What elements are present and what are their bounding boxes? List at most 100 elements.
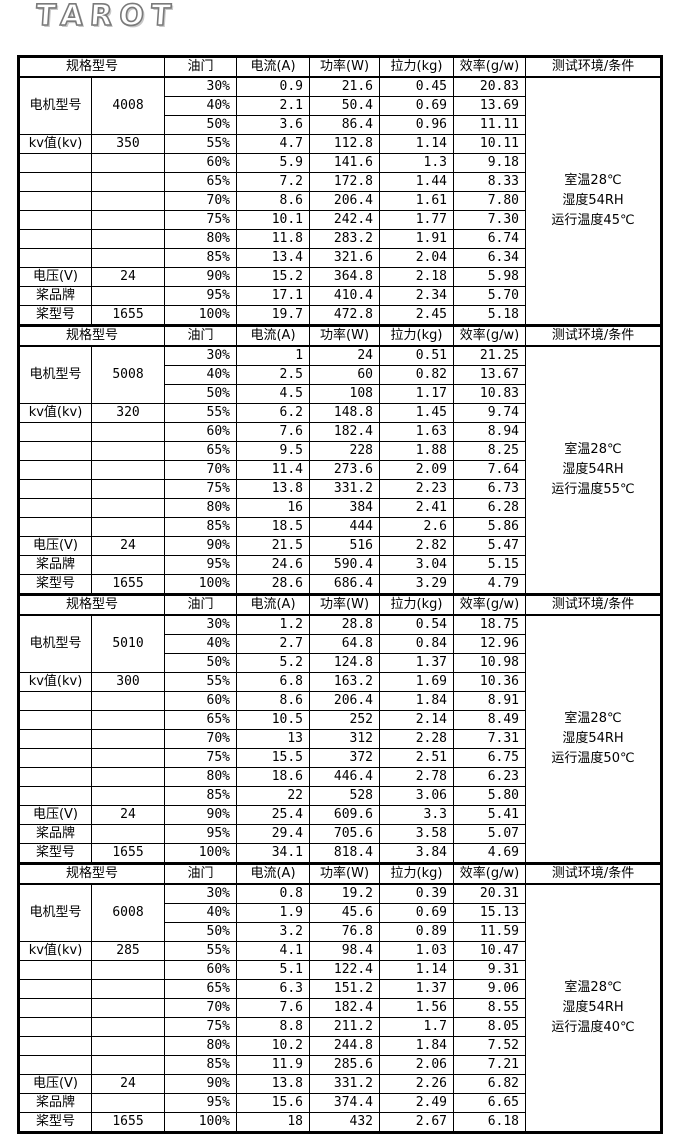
efficiency-cell: 6.23 — [453, 767, 527, 787]
current-cell: 0.9 — [236, 76, 311, 97]
power-cell: 163.2 — [309, 672, 381, 692]
thrust-cell: 0.69 — [379, 903, 455, 923]
empty-label-cell — [18, 729, 92, 749]
thrust-cell: 3.04 — [379, 555, 455, 575]
thrust-cell: 1.37 — [379, 979, 455, 999]
empty-label-cell — [18, 460, 92, 480]
current-cell: 16 — [236, 498, 311, 518]
voltage-value-cell: 24 — [90, 267, 166, 287]
power-cell: 151.2 — [309, 979, 381, 999]
throttle-cell: 60% — [164, 153, 238, 173]
environment-line: 室温28℃ — [564, 173, 622, 188]
empty-label-cell — [18, 1036, 92, 1056]
thrust-cell: 2.14 — [379, 710, 455, 730]
empty-label-cell — [18, 229, 92, 249]
efficiency-cell: 5.41 — [453, 805, 527, 825]
efficiency-cell: 15.13 — [453, 903, 527, 923]
empty-value-cell — [90, 979, 166, 999]
thrust-cell: 0.96 — [379, 115, 455, 135]
throttle-cell: 80% — [164, 767, 238, 787]
empty-value-cell — [90, 422, 166, 442]
efficiency-cell: 4.79 — [453, 574, 527, 595]
thrust-cell: 1.14 — [379, 960, 455, 980]
environment-line: 运行温度45℃ — [551, 213, 635, 228]
empty-value-cell — [90, 460, 166, 480]
empty-label-cell — [18, 153, 92, 173]
empty-label-cell — [18, 1017, 92, 1037]
motor-model-value-cell: 5010 — [90, 614, 166, 673]
thrust-cell: 1.03 — [379, 941, 455, 961]
thrust-cell: 0.39 — [379, 883, 455, 904]
current-cell: 29.4 — [236, 824, 311, 844]
throttle-cell: 30% — [164, 76, 238, 97]
table-row: 75% 15.5 372 2.51 6.75 — [18, 748, 662, 768]
prop-brand-value-cell — [90, 555, 166, 575]
column-header-cell: 功率(W) — [309, 56, 381, 78]
empty-value-cell — [90, 441, 166, 461]
table-row: 85% 11.9 285.6 2.06 7.21 — [18, 1055, 662, 1075]
prop-model-label-cell: 桨型号 — [18, 843, 92, 864]
prop-brand-label-cell: 桨品牌 — [18, 1093, 92, 1113]
kv-label-cell: kv值(kv) — [18, 672, 92, 692]
current-cell: 25.4 — [236, 805, 311, 825]
prop-brand-value-cell — [90, 286, 166, 306]
current-cell: 8.6 — [236, 191, 311, 211]
current-cell: 7.6 — [236, 422, 311, 442]
power-cell: 45.6 — [309, 903, 381, 923]
power-cell: 444 — [309, 517, 381, 537]
throttle-cell: 40% — [164, 634, 238, 654]
empty-label-cell — [18, 767, 92, 787]
current-cell: 15.5 — [236, 748, 311, 768]
empty-label-cell — [18, 172, 92, 192]
table-row: 60% 7.6 182.4 1.63 8.94 — [18, 422, 662, 442]
motor-model-label-cell: 电机型号 — [18, 883, 92, 942]
environment-cell: 室温28℃ 湿度54RH 运行温度50℃ — [525, 614, 662, 864]
thrust-cell: 2.06 — [379, 1055, 455, 1075]
efficiency-cell: 5.98 — [453, 267, 527, 287]
thrust-cell: 1.69 — [379, 672, 455, 692]
power-cell: 86.4 — [309, 115, 381, 135]
throttle-cell: 80% — [164, 229, 238, 249]
column-header-cell: 油门 — [164, 56, 238, 78]
efficiency-cell: 6.82 — [453, 1074, 527, 1094]
table-row: 电压(V) 24 90% 15.2 364.8 2.18 5.98 — [18, 267, 662, 287]
thrust-cell: 2.04 — [379, 248, 455, 268]
throttle-cell: 55% — [164, 672, 238, 692]
thrust-cell: 2.28 — [379, 729, 455, 749]
power-cell: 432 — [309, 1112, 381, 1133]
thrust-cell: 1.17 — [379, 384, 455, 404]
current-cell: 21.5 — [236, 536, 311, 556]
empty-value-cell — [90, 153, 166, 173]
empty-value-cell — [90, 229, 166, 249]
throttle-cell: 40% — [164, 365, 238, 385]
environment-line: 湿度54RH — [562, 1000, 624, 1015]
table-row: 85% 18.5 444 2.6 5.86 — [18, 517, 662, 537]
thrust-cell: 1.7 — [379, 1017, 455, 1037]
empty-value-cell — [90, 1055, 166, 1075]
prop-model-label-cell: 桨型号 — [18, 1112, 92, 1133]
voltage-label-cell: 电压(V) — [18, 1074, 92, 1094]
throttle-cell: 65% — [164, 172, 238, 192]
current-cell: 7.6 — [236, 998, 311, 1018]
table-row: 80% 18.6 446.4 2.78 6.23 — [18, 767, 662, 787]
kv-value-cell: 300 — [90, 672, 166, 692]
power-cell: 182.4 — [309, 998, 381, 1018]
prop-brand-value-cell — [90, 824, 166, 844]
current-cell: 17.1 — [236, 286, 311, 306]
voltage-value-cell: 24 — [90, 805, 166, 825]
efficiency-cell: 20.31 — [453, 883, 527, 904]
efficiency-cell: 6.18 — [453, 1112, 527, 1133]
throttle-cell: 60% — [164, 422, 238, 442]
table-row: kv值(kv) 300 55% 6.8 163.2 1.69 10.36 — [18, 672, 662, 692]
table-row: 40% 2.7 64.8 0.84 12.96 — [19, 634, 662, 654]
throttle-cell: 75% — [164, 479, 238, 499]
efficiency-cell: 21.25 — [453, 345, 527, 366]
motor-model-value-cell: 5008 — [90, 345, 166, 404]
environment-cell: 室温28℃ 湿度54RH 运行温度45℃ — [525, 76, 662, 326]
throttle-cell: 90% — [164, 536, 238, 556]
throttle-cell: 95% — [164, 1093, 238, 1113]
current-cell: 13.4 — [236, 248, 311, 268]
empty-label-cell — [18, 441, 92, 461]
throttle-cell: 75% — [164, 748, 238, 768]
environment-line: 室温28℃ — [564, 711, 622, 726]
